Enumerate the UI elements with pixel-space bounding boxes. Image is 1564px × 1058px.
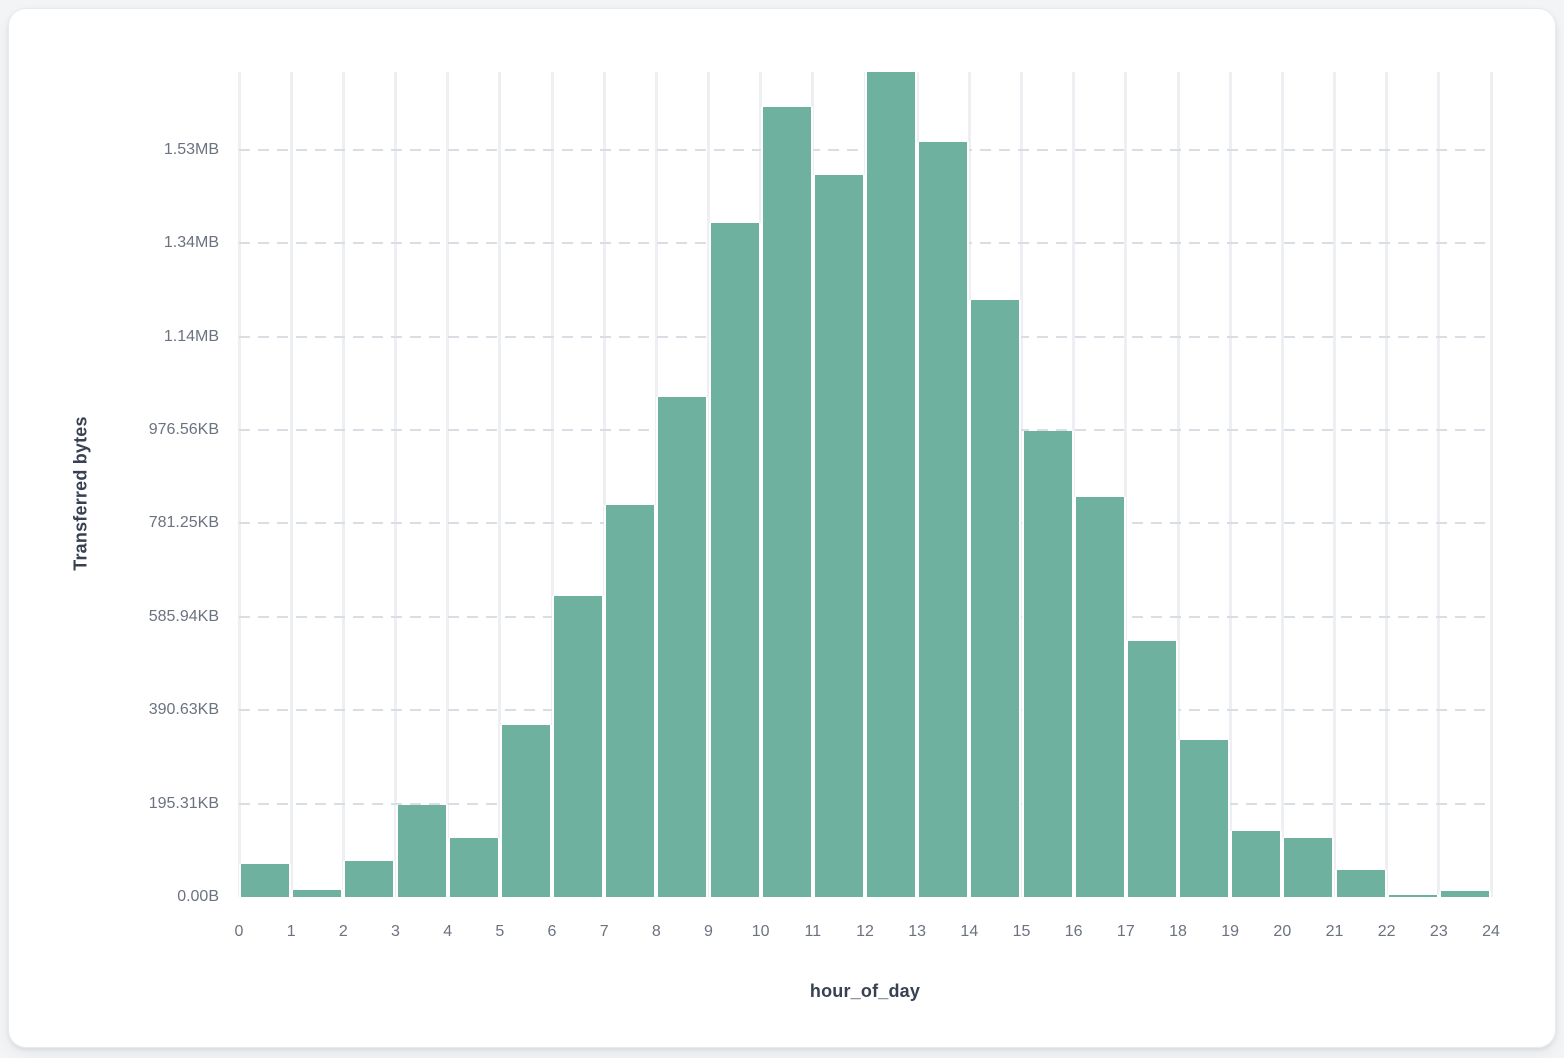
- v-gridline: [1072, 72, 1076, 897]
- y-tick-label: 781.25KB: [148, 514, 219, 532]
- y-tick-label: 1.34MB: [163, 234, 219, 252]
- bar-hour-7[interactable]: [604, 504, 657, 897]
- v-gridline: [1228, 72, 1232, 897]
- bar-hour-0[interactable]: [239, 863, 292, 897]
- bar-hour-21[interactable]: [1334, 870, 1387, 897]
- v-gridline: [446, 72, 450, 897]
- bar-hour-4[interactable]: [447, 837, 500, 897]
- bar-hour-8[interactable]: [656, 397, 709, 897]
- x-tick-label: 9: [704, 923, 713, 940]
- v-gridline: [289, 72, 293, 897]
- x-tick-label: 8: [651, 923, 661, 940]
- x-axis-title: hour_of_day: [809, 981, 921, 1001]
- y-tick-label: 390.63KB: [148, 701, 219, 719]
- x-tick-label: 14: [960, 923, 979, 940]
- x-tick-label: 3: [391, 923, 400, 940]
- v-gridline: [1437, 72, 1441, 897]
- x-tick-label: 24: [1482, 923, 1500, 940]
- y-axis-title: Transferred bytes: [70, 416, 91, 571]
- v-gridline: [550, 72, 554, 897]
- x-tick-label: 18: [1169, 923, 1187, 940]
- y-tick-label: 585.94KB: [148, 607, 219, 625]
- v-gridline: [1280, 72, 1284, 897]
- v-gridline: [1176, 72, 1180, 897]
- v-gridline: [237, 72, 241, 897]
- x-tick-label: 7: [599, 923, 609, 940]
- y-tick-label: 976.56KB: [148, 420, 219, 438]
- v-gridline: [1124, 72, 1128, 897]
- x-tick-label: 11: [804, 923, 822, 940]
- x-tick-label: 21: [1325, 923, 1344, 940]
- bar-hour-10[interactable]: [760, 107, 813, 897]
- x-tick-label: 17: [1116, 923, 1135, 940]
- bar-hour-5[interactable]: [499, 724, 552, 897]
- x-tick-label: 4: [443, 923, 453, 940]
- chart-card: Transferred bytes hour_of_day 0.00B 195.3…: [8, 8, 1556, 1048]
- bar-hour-20[interactable]: [1282, 837, 1335, 897]
- x-tick-label: 1: [286, 923, 296, 940]
- v-gridline: [498, 72, 502, 897]
- bar-hour-16[interactable]: [1073, 496, 1126, 897]
- y-tick-label: 195.31KB: [148, 794, 219, 812]
- v-gridline: [1385, 72, 1389, 897]
- x-tick-label: 16: [1064, 923, 1083, 940]
- bar-hour-18[interactable]: [1178, 740, 1231, 897]
- bar-hour-13[interactable]: [917, 142, 970, 897]
- x-tick-label: 22: [1377, 923, 1396, 940]
- bar-hour-12[interactable]: [865, 72, 918, 897]
- v-gridline: [602, 72, 606, 897]
- bar-hour-11[interactable]: [812, 175, 865, 897]
- x-tick-label: 6: [547, 923, 557, 940]
- plot-area: [237, 72, 1493, 897]
- bar-hour-2[interactable]: [343, 860, 396, 897]
- x-tick-label: 23: [1429, 923, 1448, 940]
- bar-hour-19[interactable]: [1230, 830, 1283, 897]
- v-gridline: [341, 72, 345, 897]
- bar-hour-22[interactable]: [1386, 894, 1439, 897]
- v-gridline: [1333, 72, 1336, 897]
- x-tick-label: 15: [1012, 923, 1031, 940]
- x-tick-label: 13: [908, 923, 927, 940]
- y-tick-label: 1.14MB: [163, 327, 219, 345]
- x-tick-label: 20: [1273, 923, 1292, 940]
- x-tick-label: 12: [856, 923, 874, 940]
- v-gridline: [394, 72, 397, 897]
- bar-hour-9[interactable]: [708, 223, 761, 897]
- x-tick-label: 5: [495, 923, 505, 940]
- bar-hour-17[interactable]: [1125, 641, 1178, 897]
- y-tick-label: 0.00B: [177, 888, 219, 905]
- y-tick-label: 1.53MB: [163, 140, 219, 158]
- x-tick-label: 19: [1221, 923, 1240, 940]
- bar-hour-1[interactable]: [291, 890, 344, 897]
- bar-hour-15[interactable]: [1021, 431, 1074, 897]
- bar-hour-3[interactable]: [395, 805, 448, 897]
- bar-hour-14[interactable]: [969, 299, 1022, 897]
- x-tick-label: 10: [751, 923, 770, 940]
- bar-hour-6[interactable]: [552, 596, 605, 897]
- bar-hour-23[interactable]: [1438, 890, 1491, 897]
- v-gridline: [1489, 72, 1493, 897]
- x-tick-label: 2: [338, 923, 348, 940]
- x-tick-label: 0: [234, 923, 244, 940]
